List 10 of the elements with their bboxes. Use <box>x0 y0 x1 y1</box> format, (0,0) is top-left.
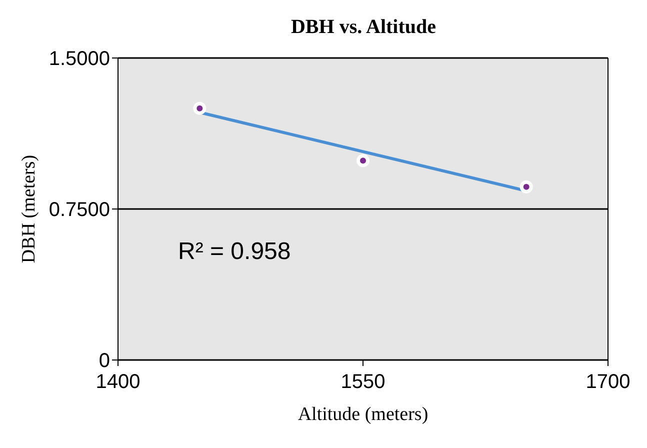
x-tick-label: 1550 <box>340 371 386 394</box>
y-tick-label: 1.5000 <box>48 48 110 70</box>
x-axis-title: Altitude (meters) <box>298 404 428 425</box>
y-axis-title: DBH (meters) <box>18 154 40 264</box>
chart-title: DBH vs. Altitude <box>290 16 438 39</box>
y-tick-label: 0 <box>98 350 110 372</box>
annotation: R² = 0.958 <box>178 238 291 266</box>
x-tick-label: 1700 <box>586 371 630 394</box>
y-tick-label: 0.7500 <box>48 199 110 222</box>
x-tick-label: 1400 <box>96 371 140 394</box>
